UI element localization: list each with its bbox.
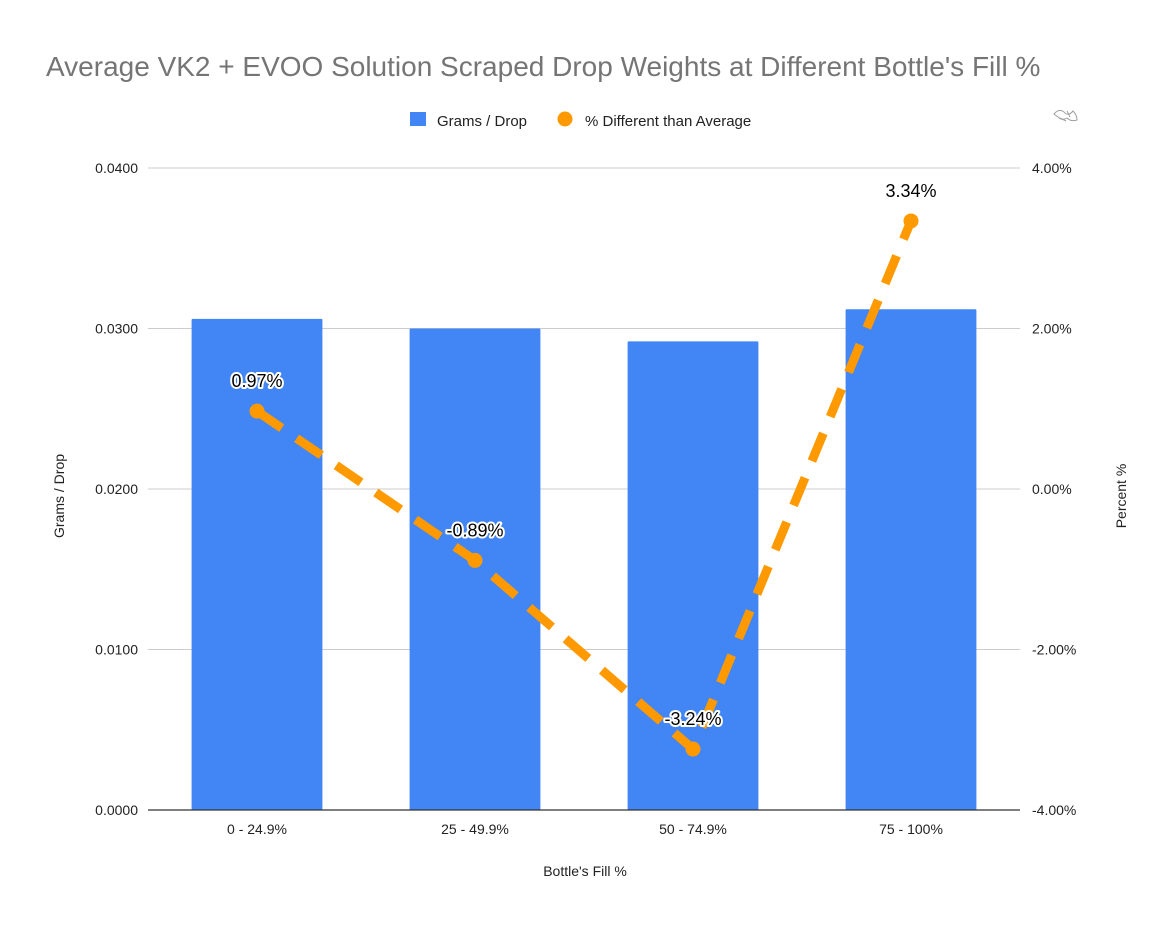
y-tick-label: 0.0100 (95, 642, 138, 658)
y2-tick-label: 4.00% (1032, 160, 1072, 176)
legend-label-line: % Different than Average (585, 113, 751, 130)
chart-title: Average VK2 + EVOO Solution Scraped Drop… (46, 51, 1040, 82)
bar (409, 328, 541, 810)
x-tick-label: 0 - 24.9% (227, 821, 287, 837)
y-axis-title: Grams / Drop (51, 454, 67, 538)
bar (627, 341, 759, 810)
legend-label-bars: Grams / Drop (437, 113, 527, 130)
legend: Grams / Drop % Different than Average (410, 111, 751, 130)
data-label: 0.97% (231, 371, 282, 391)
series-line (254, 219, 916, 754)
x-tick-label: 25 - 49.9% (441, 821, 509, 837)
y-tick-label: 0.0000 (95, 802, 138, 818)
legend-swatch-line (557, 111, 573, 127)
decorative-doodle-icon (1053, 109, 1078, 122)
x-axis-title: Bottle's Fill % (543, 863, 627, 879)
line-point (467, 552, 483, 568)
y2-tick-label: 0.00% (1032, 481, 1072, 497)
y2-tick-label: -2.00% (1032, 642, 1076, 658)
bar (845, 309, 977, 810)
bar (191, 318, 323, 810)
axes: 0.0000 0.0100 0.0200 0.0300 0.0400 -4.00% -2.0… (95, 160, 1076, 837)
y-tick-label: 0.0400 (95, 160, 138, 176)
data-label: -3.24% (664, 709, 721, 729)
x-tick-label: 75 - 100% (879, 821, 943, 837)
data-label: -0.89% (446, 520, 503, 540)
line-point (249, 403, 265, 419)
line-series (249, 213, 919, 757)
legend-swatch-bars (410, 112, 426, 126)
y-tick-label: 0.0200 (95, 481, 138, 497)
data-label: 3.34% (885, 181, 936, 201)
line-point (685, 741, 701, 757)
bars (191, 309, 977, 810)
y2-tick-label: 2.00% (1032, 321, 1072, 337)
y2-tick-label: -4.00% (1032, 802, 1076, 818)
line-point (903, 213, 919, 229)
x-tick-label: 50 - 74.9% (659, 821, 727, 837)
y-tick-label: 0.0300 (95, 321, 138, 337)
data-labels: 0.97% -0.89% -3.24% 3.34% (229, 179, 938, 731)
y2-axis-title: Percent % (1113, 464, 1129, 529)
